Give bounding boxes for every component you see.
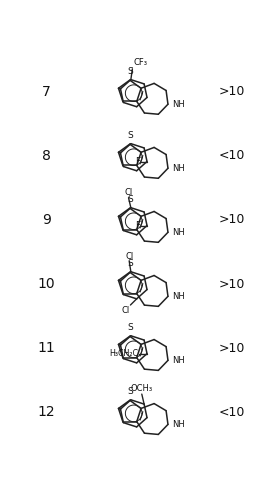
Text: Cl: Cl (124, 188, 133, 197)
Text: S: S (127, 323, 133, 332)
Text: NH: NH (172, 164, 185, 173)
Text: >10: >10 (218, 341, 244, 355)
Text: >10: >10 (218, 277, 244, 290)
Text: 12: 12 (37, 405, 55, 419)
Text: S: S (127, 195, 133, 204)
Text: F: F (135, 157, 140, 166)
Text: 11: 11 (37, 341, 55, 355)
Text: NH: NH (172, 292, 185, 301)
Text: Cl: Cl (121, 306, 130, 315)
Text: NH: NH (172, 420, 185, 429)
Text: <10: <10 (218, 149, 244, 163)
Text: 8: 8 (42, 149, 51, 163)
Text: F: F (135, 221, 140, 230)
Text: >10: >10 (218, 214, 244, 227)
Text: 9: 9 (42, 213, 51, 227)
Text: NH: NH (172, 356, 185, 365)
Text: <10: <10 (218, 406, 244, 419)
Text: OCH₃: OCH₃ (131, 384, 153, 393)
Text: NH: NH (172, 228, 185, 237)
Text: S: S (127, 131, 133, 140)
Text: 7: 7 (42, 85, 50, 99)
Text: 10: 10 (37, 277, 55, 291)
Text: NH: NH (172, 100, 185, 109)
Text: H₃CH₂C: H₃CH₂C (109, 349, 139, 358)
Text: Cl: Cl (126, 252, 134, 261)
Text: >10: >10 (218, 85, 244, 98)
Text: S: S (127, 259, 133, 268)
Text: S: S (127, 387, 133, 396)
Text: CF₃: CF₃ (133, 58, 147, 67)
Text: S: S (127, 67, 133, 76)
